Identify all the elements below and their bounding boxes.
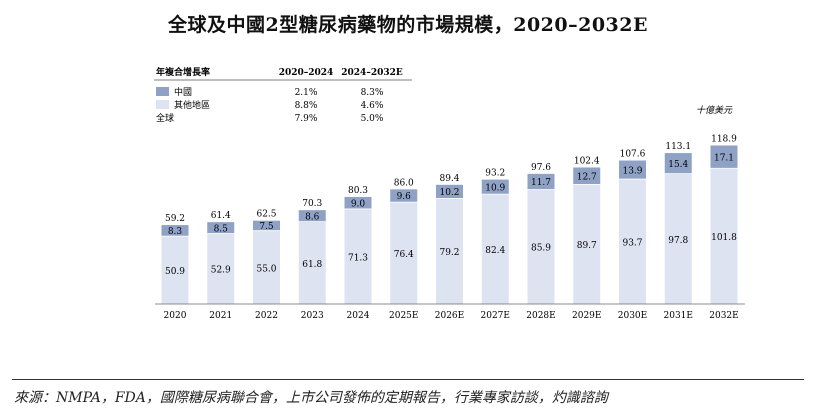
label-other-2031E: 97.8 (668, 236, 688, 246)
label-china-2030E: 13.9 (622, 166, 642, 176)
unit-label: 十億美元 (696, 105, 733, 116)
bar-other-2032E (710, 168, 738, 304)
label-china-2023: 8.6 (305, 212, 320, 222)
bar-other-2026E (436, 198, 463, 304)
cagr-table: 年複合增長率 2020–2024 2024–2032E 中國 2.1% 8.3% 其他地區 8… (154, 66, 412, 124)
label-other-2021: 52.9 (211, 266, 231, 276)
bar-china-2024 (344, 196, 372, 209)
x-tick-2021: 2021 (209, 311, 232, 321)
label-other-2024: 71.3 (348, 253, 368, 263)
bar-other-2020 (161, 236, 189, 304)
x-tick-2030E: 2030E (618, 311, 647, 321)
label-china-2024: 9.0 (351, 199, 366, 209)
bar-other-2031E (664, 173, 692, 304)
chart-title: 全球及中國2型糖尿病藥物的市場規模，2020–2032E (168, 14, 648, 36)
cagr-header-period1: 2020–2024 (279, 68, 334, 78)
label-total-2029E: 102.4 (574, 156, 600, 166)
cagr-value: 7.9% (295, 114, 318, 124)
bar-china-2028E (527, 173, 555, 190)
bar-other-2029E (573, 184, 601, 304)
cagr-value: 8.8% (295, 101, 318, 111)
cagr-header-period2: 2024–2032E (341, 68, 403, 78)
label-china-2022: 7.5 (259, 222, 274, 232)
x-tick-2027E: 2027E (481, 311, 510, 321)
x-tick-2025E: 2025E (389, 311, 418, 321)
bar-china-2026E (436, 184, 463, 199)
bar-other-2022 (253, 230, 280, 304)
label-total-2023: 70.3 (302, 199, 322, 209)
x-tick-2029E: 2029E (572, 311, 601, 321)
x-tick-2032E: 2032E (709, 311, 738, 321)
source-note: 來源：NMPA，FDA，國際糖尿病聯合會，上市公司發佈的定期報告，行業專家訪談，… (14, 390, 608, 406)
label-total-2030E: 107.6 (620, 150, 646, 160)
bar-china-2025E (390, 189, 418, 203)
cagr-header-label: 年複合增長率 (156, 66, 210, 78)
label-china-2027E: 10.9 (485, 183, 505, 193)
source-divider (12, 379, 804, 380)
bar-other-2030E (619, 179, 646, 304)
bar-other-2023 (298, 221, 326, 304)
label-china-2028E: 11.7 (531, 178, 551, 188)
x-tick-2022: 2022 (255, 311, 278, 321)
bar-china-2027E (481, 179, 509, 195)
bar-other-2024 (344, 208, 372, 304)
label-china-2025E: 9.6 (397, 192, 412, 202)
label-total-2021: 61.4 (211, 211, 231, 221)
label-total-2032E: 118.9 (711, 134, 737, 144)
bars-group: 50.9 8.3 59.2 2020 52.9 8.5 61.4 2021 55.0 7.5 62.… (161, 134, 739, 321)
bar-china-2032E (710, 145, 738, 169)
cagr-value: 2.1% (295, 88, 318, 98)
cagr-row-label: 全球 (156, 112, 174, 124)
label-china-2021: 8.5 (214, 224, 229, 234)
label-total-2020: 59.2 (165, 214, 185, 224)
bar-other-2021 (207, 233, 235, 304)
bar-other-2025E (390, 202, 418, 304)
label-china-2026E: 10.2 (439, 188, 459, 198)
bar-china-2021 (207, 222, 235, 234)
label-total-2022: 62.5 (256, 210, 276, 220)
cagr-swatch (156, 100, 169, 109)
x-tick-2028E: 2028E (526, 311, 555, 321)
cagr-value: 5.0% (361, 114, 384, 124)
bar-china-2031E (664, 153, 692, 174)
label-china-2031E: 15.4 (668, 160, 688, 170)
cagr-row-label: 其他地區 (174, 99, 210, 111)
label-other-2028E: 85.9 (531, 244, 551, 254)
label-total-2031E: 113.1 (665, 142, 691, 152)
label-total-2027E: 93.2 (485, 169, 505, 179)
bar-other-2028E (527, 189, 555, 304)
cagr-value: 8.3% (361, 88, 384, 98)
bar-china-2023 (298, 210, 326, 222)
label-china-2020: 8.3 (168, 227, 183, 237)
cagr-row-label: 中國 (174, 86, 192, 98)
x-tick-2023: 2023 (301, 311, 324, 321)
label-other-2032E: 101.8 (711, 233, 737, 243)
label-other-2023: 61.8 (302, 260, 322, 270)
label-total-2024: 80.3 (348, 186, 368, 196)
x-tick-2026E: 2026E (435, 311, 464, 321)
bar-china-2022 (253, 220, 280, 231)
label-total-2026E: 89.4 (439, 174, 459, 184)
label-other-2025E: 76.4 (394, 250, 414, 260)
cagr-value: 4.6% (361, 101, 384, 111)
label-other-2030E: 93.7 (622, 239, 642, 249)
label-china-2029E: 12.7 (577, 172, 597, 182)
x-tick-2031E: 2031E (664, 311, 693, 321)
x-tick-2024: 2024 (347, 311, 370, 321)
x-tick-2020: 2020 (164, 311, 187, 321)
bar-china-2030E (619, 160, 646, 180)
bar-china-2020 (161, 225, 189, 237)
label-china-2032E: 17.1 (714, 153, 734, 163)
label-total-2025E: 86.0 (394, 178, 414, 188)
label-other-2026E: 79.2 (439, 248, 459, 258)
bar-china-2029E (573, 167, 601, 185)
label-other-2022: 55.0 (256, 264, 276, 274)
label-other-2020: 50.9 (165, 267, 185, 277)
label-other-2027E: 82.4 (485, 246, 505, 256)
cagr-swatch (156, 87, 169, 96)
label-other-2029E: 89.7 (577, 241, 597, 251)
bar-other-2027E (481, 194, 509, 304)
label-total-2028E: 97.6 (531, 163, 551, 173)
